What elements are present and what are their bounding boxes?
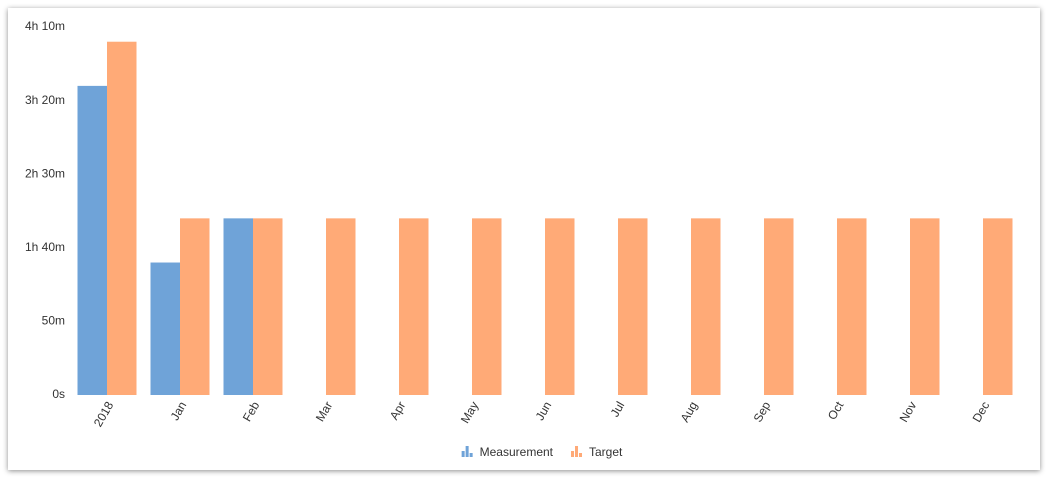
bar	[150, 262, 180, 395]
bar	[691, 218, 721, 395]
x-tick-label: Aug	[678, 399, 701, 424]
bar	[910, 218, 940, 395]
bar	[545, 218, 575, 395]
legend-label: Measurement	[480, 445, 554, 459]
legend-icon-bar	[579, 453, 583, 457]
legend-icon-bar	[461, 451, 465, 457]
bar	[223, 218, 253, 395]
x-tick-label: Apr	[387, 399, 408, 422]
y-tick-label: 4h 10m	[25, 19, 65, 33]
x-tick-label: 2018	[91, 399, 117, 429]
y-tick-label: 2h 30m	[25, 166, 65, 180]
x-tick-label: Oct	[825, 399, 847, 423]
x-tick-label: Mar	[313, 399, 335, 424]
bar	[180, 218, 210, 395]
x-tick-label: Sep	[751, 399, 774, 425]
x-tick-label: May	[458, 399, 481, 426]
bar	[399, 218, 429, 395]
legend-icon-bar	[465, 446, 469, 457]
legend-icon	[461, 446, 473, 457]
bar	[472, 218, 502, 395]
x-tick-label: Jan	[168, 399, 190, 423]
bar	[107, 41, 137, 395]
bar	[837, 218, 867, 395]
y-tick-label: 0s	[52, 387, 65, 401]
bar	[983, 218, 1013, 395]
x-tick-label: Feb	[240, 399, 263, 424]
x-tick-label: Nov	[897, 399, 920, 424]
legend-label: Target	[589, 445, 623, 459]
legend-icon	[571, 446, 583, 457]
legend-icon-bar	[571, 451, 575, 457]
x-tick-label: Jun	[533, 399, 555, 423]
bar	[77, 85, 107, 395]
bar	[253, 218, 283, 395]
legend-icon-bar	[469, 453, 473, 457]
bar	[764, 218, 794, 395]
y-tick-label: 3h 20m	[25, 93, 65, 107]
bar	[326, 218, 356, 395]
legend-icon-bar	[575, 446, 579, 457]
y-tick-label: 1h 40m	[25, 240, 65, 254]
y-tick-label: 50m	[42, 314, 65, 328]
legend: Measurement Target	[461, 445, 623, 459]
bar	[618, 218, 648, 395]
x-tick-label: Dec	[970, 399, 993, 424]
x-tick-label: Jul	[608, 399, 628, 419]
